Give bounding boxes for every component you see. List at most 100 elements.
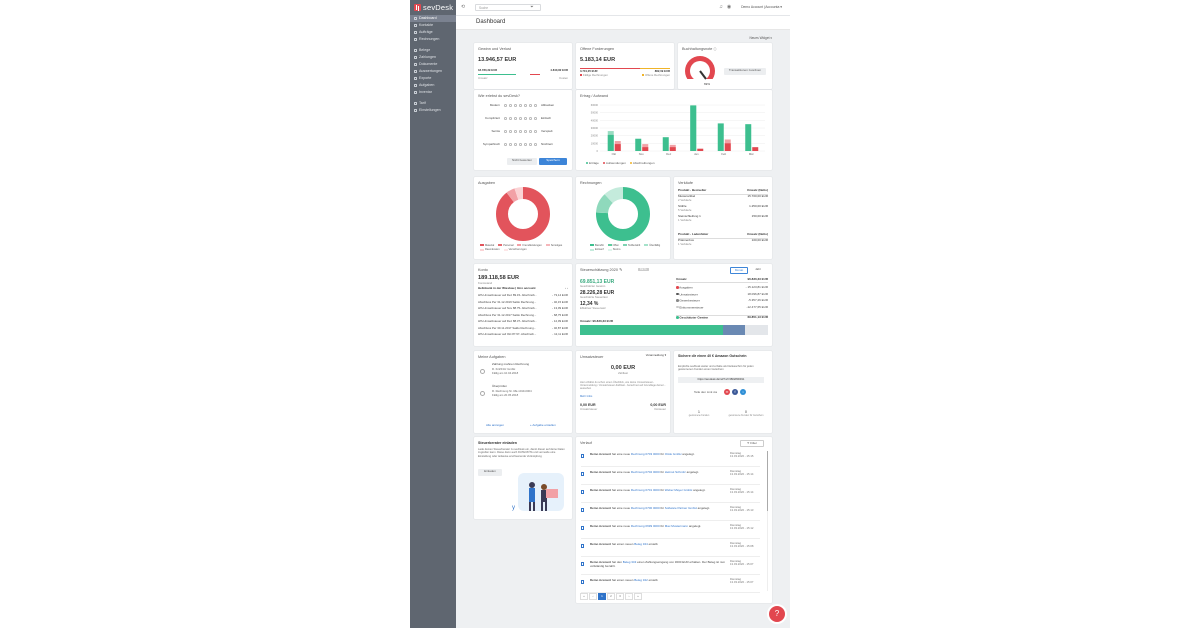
page-button[interactable]: 2 [607,593,615,600]
rating-radio[interactable] [519,130,522,133]
legend-item[interactable]: Aufwendungen [602,161,626,166]
task-checkbox[interactable] [480,391,485,396]
activity-link[interactable]: Rechnung 0699 0000 [630,524,660,528]
open-receivables-card[interactable]: Offene Forderungen 5.183,14 EUR 3.701,05… [576,43,674,89]
product-name[interactable]: Musterartikel [678,194,696,198]
user-menu[interactable]: Demo Account (Accounta ▾ [741,5,782,9]
rating-radio[interactable] [514,143,517,146]
sidebar-item-auswertungen[interactable]: Auswertungen [410,68,456,75]
account-nav-arrows[interactable]: ‹ › [565,286,568,290]
sidebar-item-rechnungen[interactable]: Rechnungen [410,36,456,43]
task-checkbox[interactable] [480,369,485,374]
create-task-link[interactable]: + Aufgabe erstellen [530,423,556,427]
transaction-row[interactable]: Hfh-Umsatzsteuer auf Nov 88.75- Abschrei… [478,306,568,311]
rating-radio[interactable] [504,104,507,107]
sidebar-item-exporte[interactable]: Exporte [410,75,456,82]
assign-transactions-button[interactable]: Transaktionen zuordnen [724,68,766,75]
rating-radio[interactable] [534,130,537,133]
rating-radio[interactable] [524,130,527,133]
rating-radio[interactable] [524,104,527,107]
activity-contact-link[interactable]: Max Mustermann [664,524,688,528]
feed-scrollbar[interactable] [766,451,768,591]
sidebar-item-einstellungen[interactable]: Einstellungen [410,107,456,114]
page-button[interactable]: 3 [616,593,624,600]
rating-radio[interactable] [534,143,537,146]
bar-aufwendungen[interactable] [752,147,759,151]
invite-advisor-button[interactable]: Einladen [478,469,502,476]
transaction-row[interactable]: Hfh-Umsatzsteuer auf Okt 87.97- Abschrei… [478,332,568,337]
tab-month[interactable]: Monat [730,267,748,274]
bar-aufwendungen[interactable] [724,143,731,151]
page-button[interactable]: › [625,593,633,600]
filter-icon[interactable]: ⏷ [530,4,534,9]
legend-item[interactable]: Erträge [586,161,599,166]
activity-link[interactable]: Beleg 342 [634,578,648,582]
page-button[interactable]: » [634,593,642,600]
activity-link[interactable]: Rechnung 0700 0000 [630,506,660,510]
tab-year[interactable]: Jahr [755,267,761,272]
product-name[interactable]: Steinschleifung 1 [678,214,701,218]
show-all-tasks-link[interactable]: Alle anzeigen [486,423,505,427]
rating-radio[interactable] [514,130,517,133]
facebook-icon[interactable]: f [732,389,738,395]
logo[interactable]: sevDesk [414,3,453,12]
rating-radio[interactable] [519,143,522,146]
profit-loss-card[interactable]: Gewinn und Verlust 13.946,57 EUR 18.780,… [474,43,572,89]
account-name[interactable]: Hellobank in der Wiesbau | Giro account [478,286,536,290]
sidebar-item-inventar[interactable]: Inventar [410,89,456,96]
rating-radio[interactable] [529,130,532,133]
page-button[interactable]: « [580,593,588,600]
page-button[interactable]: ‹ [589,593,597,600]
filter-button[interactable]: ⏷ Filter [740,440,764,447]
sidebar-item-aufträge[interactable]: Aufträge [410,29,456,36]
rating-radio[interactable] [519,117,522,120]
sidebar-item-aufgaben[interactable]: Aufgaben [410,82,456,89]
sidebar-item-tarif[interactable]: Tarif [410,100,456,107]
period-select[interactable]: Voranmeldung ▾ [645,353,666,357]
sidebar-item-dashboard[interactable]: Dashboard [410,15,456,22]
bar-aufwendungen[interactable] [669,147,676,151]
rating-radio[interactable] [504,117,507,120]
rating-radio[interactable] [524,143,527,146]
bar-erträge[interactable] [607,134,614,151]
bar-erträge[interactable] [745,124,752,151]
rating-radio[interactable] [504,130,507,133]
sidebar-item-zahlungen[interactable]: Zahlungen [410,54,456,61]
bar-erträge[interactable] [662,137,669,151]
bar-erträge[interactable] [690,105,697,151]
transaction-row[interactable]: Hfh-Umsatzsteuer auf Dez 89.15- Abschrei… [478,293,568,298]
rating-radio[interactable] [529,143,532,146]
bar-aufwendungen[interactable] [642,147,649,151]
rating-radio[interactable] [509,143,512,146]
legend-item[interactable]: Abschreibungen [629,161,655,166]
user-icon[interactable]: ◉ [726,4,732,10]
activity-link[interactable]: Rechnung 0702 0000 [630,470,660,474]
transaction-row[interactable]: Hfh-Umsatzsteuer auf Dez 88.37- Abschrei… [478,319,568,324]
rating-radio[interactable] [534,104,537,107]
rating-radio[interactable] [509,130,512,133]
bookkeeping-score-card[interactable]: Buchhaltungsnote ⓘ 69% Transaktionen zuo… [678,43,772,89]
rating-radio[interactable] [509,117,512,120]
rating-radio[interactable] [519,104,522,107]
bar-aufwendungen[interactable] [614,144,621,151]
rating-radio[interactable] [534,117,537,120]
help-button[interactable]: ? [769,606,785,622]
transaction-row[interactable]: Abschluss Per 31.12.2019 Saldo Rechnung.… [478,300,568,305]
product-name[interactable]: Stühle [678,204,687,208]
transaction-row[interactable]: Abschluss Per 31.12.2017 Saldo Rechnung.… [478,313,568,318]
bell-icon[interactable]: ♫ [719,4,723,10]
skip-rating-button[interactable]: Nicht bewerten [507,158,537,165]
activity-contact-link[interactable]: Helmut Schmitz [664,470,686,474]
more-info-link[interactable]: Mehr Infos [580,395,593,398]
history-icon[interactable]: ⟲ [460,4,466,10]
activity-link[interactable]: Beleg 344 [634,542,648,546]
activity-link[interactable]: Beleg 343 [622,560,637,564]
search-input[interactable]: Suche [475,3,541,11]
sidebar-item-dokumente[interactable]: Dokumente [410,61,456,68]
sidebar-item-belege[interactable]: Belege [410,47,456,54]
task-item[interactable]: Zahlung mahnen Rechnung R. fünf/Fritz Gmb… [478,362,568,381]
transaction-row[interactable]: Abschluss Per 30.11.2017 Saldo Rechnung.… [478,326,568,331]
activity-link[interactable]: Rechnung 0703 0000 [630,452,660,456]
twitter-icon[interactable]: t [740,389,746,395]
activity-contact-link[interactable]: Software Partner GmbH [664,506,697,510]
